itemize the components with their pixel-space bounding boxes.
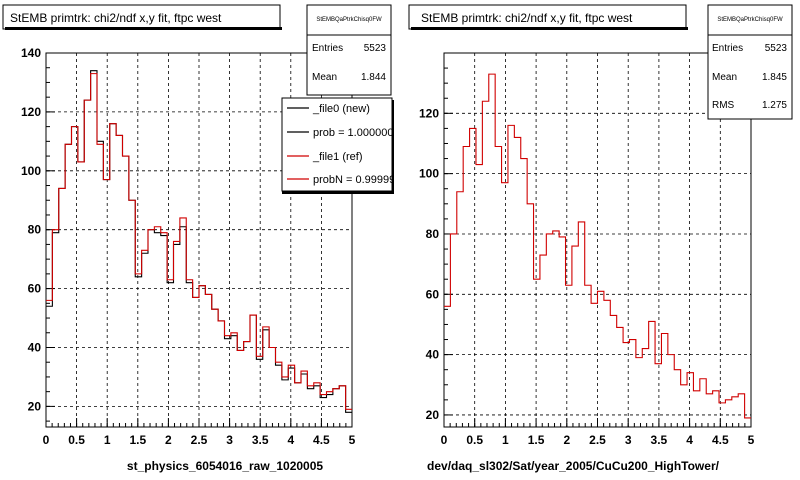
legend-entry-new: _file0 (new) [312, 103, 370, 115]
y-tick-label: 120 [419, 106, 439, 120]
x-tick-label: 4 [287, 433, 294, 447]
legend-left: _file0 (new) prob = 1.000000 _file1 (ref… [281, 97, 401, 194]
panel-right: StEMB primtrk: chi2/ndf x,y fit, ftpc we… [408, 4, 793, 473]
y-tick-label: 120 [21, 105, 41, 119]
stats-rms-right: 1.275 [762, 100, 787, 111]
x-tick-label: 3.5 [651, 433, 668, 447]
y-tick-label: 140 [21, 46, 41, 60]
legend-clip: _file0 (new) prob = 1.000000 _file1 (ref… [287, 103, 401, 186]
x-tick-label: 3 [226, 433, 233, 447]
y-tick-label: 100 [419, 167, 439, 181]
x-tick-label: 1 [104, 433, 111, 447]
stats-mean-label-right: Mean [712, 72, 737, 83]
stats-entries-right: 5523 [765, 43, 788, 54]
y-tick-label: 20 [426, 408, 440, 422]
x-axis-label-left: st_physics_6054016_raw_1020005 [127, 459, 323, 473]
x-tick-label: 3 [625, 433, 632, 447]
histogram-series-a [444, 73, 751, 419]
y-tick-label: 80 [28, 223, 42, 237]
x-axis-label-right: dev/daq_sl302/Sat/year_2005/CuCu200_High… [427, 459, 720, 473]
x-tick-label: 2.5 [191, 433, 208, 447]
title-box-right: StEMB primtrk: chi2/ndf x,y fit, ftpc we… [408, 4, 688, 30]
x-tick-label: 2 [165, 433, 172, 447]
y-tick-label: 80 [426, 227, 440, 241]
panel-left: StEMB primtrk: chi2/ndf x,y fit, ftpc we… [2, 4, 401, 473]
stats-name-left: StEMBQaPtrkChisq0FW [316, 17, 382, 23]
legend-entry-probn: probN = 0.999995 [313, 174, 401, 186]
stats-entries-label-right: Entries [712, 43, 743, 54]
chart-title-right: StEMB primtrk: chi2/ndf x,y fit, ftpc we… [421, 11, 633, 25]
x-tick-label: 4 [686, 433, 693, 447]
x-tick-label: 1 [502, 433, 509, 447]
x-tick-label: 5 [748, 433, 755, 447]
stats-entries-left: 5523 [364, 43, 387, 54]
x-tick-label: 5 [349, 433, 356, 447]
y-tick-label: 100 [21, 164, 41, 178]
x-tick-label: 4.5 [313, 433, 330, 447]
x-tick-label: 2 [563, 433, 570, 447]
stats-mean-label-left: Mean [312, 72, 337, 83]
stats-mean-right: 1.845 [762, 72, 787, 83]
x-tick-label: 1.5 [528, 433, 545, 447]
x-tick-label: 1.5 [129, 433, 146, 447]
stats-entries-label-left: Entries [312, 43, 343, 54]
x-tick-label: 0.5 [68, 433, 85, 447]
stats-box-left: StEMBQaPtrkChisq0FW Entries 5523 Mean 1.… [306, 4, 392, 96]
x-tick-label: 2.5 [589, 433, 606, 447]
y-tick-label: 60 [28, 282, 42, 296]
x-tick-label: 0.5 [466, 433, 483, 447]
stats-mean-left: 1.844 [361, 72, 386, 83]
chart-title-left: StEMB primtrk: chi2/ndf x,y fit, ftpc we… [10, 11, 222, 25]
title-box-left: StEMB primtrk: chi2/ndf x,y fit, ftpc we… [2, 4, 282, 30]
x-tick-label: 0 [43, 433, 50, 447]
y-tick-label: 40 [426, 348, 440, 362]
x-tick-label: 3.5 [252, 433, 269, 447]
x-tick-label: 4.5 [712, 433, 729, 447]
legend-entry-ref: _file1 (ref) [312, 151, 363, 163]
stats-name-right: StEMBQaPtrkChisq0FW [717, 17, 783, 23]
x-tick-label: 0 [441, 433, 448, 447]
y-tick-label: 40 [28, 340, 42, 354]
plot-area-right: 0 0.5 1 1.5 2 2.5 3 3.5 4 4.5 5 20 40 60 80 100 120 [419, 52, 755, 447]
legend-entry-prob: prob = 1.000000 [313, 127, 393, 139]
y-tick-label: 60 [426, 287, 440, 301]
y-tick-label: 20 [28, 399, 42, 413]
stats-rms-label-right: RMS [712, 100, 735, 111]
histogram-series-b [46, 73, 352, 410]
stats-box-right: StEMBQaPtrkChisq0FW Entries 5523 Mean 1.… [707, 4, 793, 120]
